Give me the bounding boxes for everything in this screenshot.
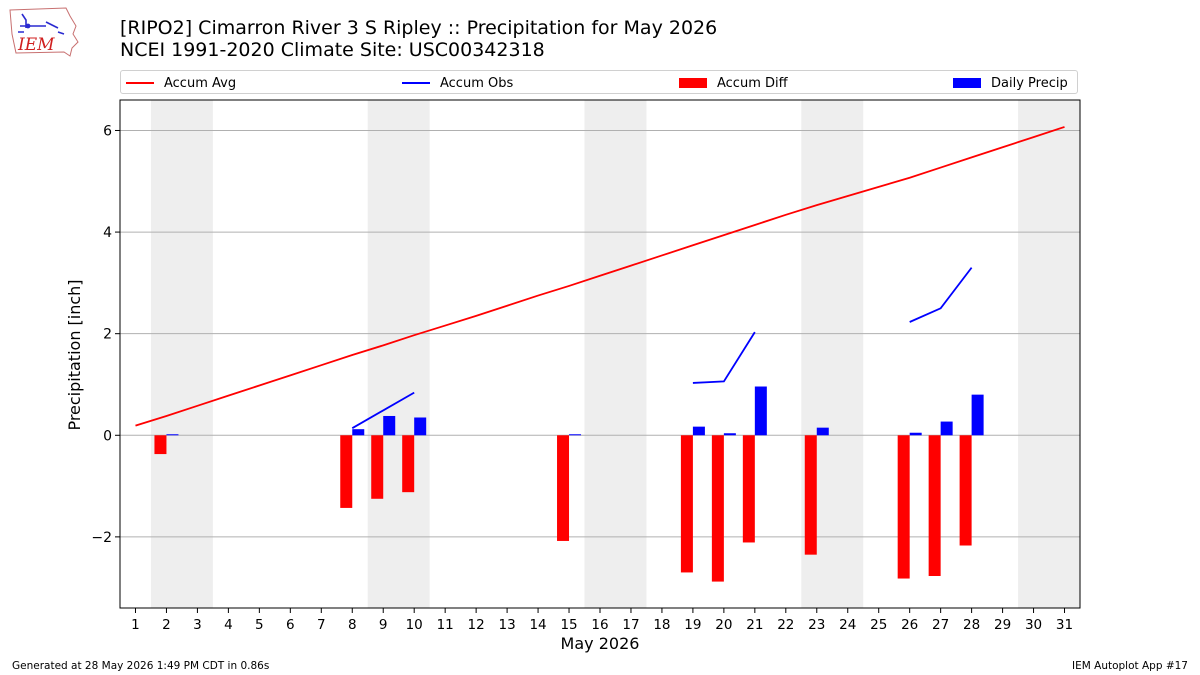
x-tick-label: 4: [224, 617, 233, 633]
x-tick-label: 5: [255, 617, 264, 633]
bar-daily-precip: [971, 394, 984, 436]
chart-subtitle: NCEI 1991-2020 Climate Site: USC00342318: [120, 39, 545, 61]
legend-label: Accum Diff: [717, 75, 788, 91]
bar-daily-precip: [166, 434, 179, 436]
x-tick-label: 16: [591, 617, 608, 633]
y-tick-label: 4: [103, 225, 112, 241]
x-tick-label: 23: [808, 617, 825, 633]
weekend-band: [584, 100, 647, 608]
bar-daily-precip: [352, 429, 365, 436]
line-accum-obs: [909, 267, 973, 323]
line-accum-obs: [692, 331, 756, 384]
bar-accum-diff: [742, 435, 755, 543]
bar-accum-diff: [371, 435, 384, 499]
legend-swatch: [953, 78, 981, 88]
bar-accum-diff: [928, 435, 941, 576]
line-accum-obs: [351, 391, 415, 429]
legend-swatch: [126, 82, 154, 84]
bar-daily-precip: [723, 433, 736, 436]
logo-text: IEM: [17, 35, 55, 55]
legend-label: Accum Avg: [164, 75, 237, 91]
x-tick-label: 19: [684, 617, 701, 633]
x-tick-label: 3: [193, 617, 202, 633]
y-tick-label: −2: [91, 530, 112, 546]
x-tick-label: 29: [994, 617, 1011, 633]
bar-accum-diff: [804, 435, 817, 555]
legend-item-accum-avg: Accum Avg: [126, 74, 236, 92]
x-tick-label: 21: [746, 617, 763, 633]
x-tick-label: 17: [622, 617, 639, 633]
bar-accum-diff: [154, 435, 167, 455]
x-tick-label: 20: [715, 617, 732, 633]
line-accum-avg: [135, 126, 1065, 427]
x-tick-label: 24: [839, 617, 856, 633]
x-tick-label: 10: [406, 617, 423, 633]
weekend-band: [150, 100, 213, 608]
bar-daily-precip: [816, 427, 829, 436]
x-tick-label: 31: [1056, 617, 1073, 633]
bar-accum-diff: [711, 435, 724, 582]
y-axis-label: Precipitation [inch]: [65, 279, 84, 430]
y-tick-label: 6: [103, 123, 112, 139]
x-tick-label: 28: [963, 617, 980, 633]
bar-daily-precip: [692, 426, 705, 436]
legend-swatch: [402, 82, 430, 84]
legend-label: Daily Precip: [991, 75, 1068, 91]
bar-daily-precip: [414, 417, 427, 436]
bar-daily-precip: [940, 421, 953, 436]
x-tick-label: 7: [317, 617, 326, 633]
x-axis-label: May 2026: [561, 634, 640, 653]
x-tick-label: 11: [437, 617, 454, 633]
bar-daily-precip: [383, 415, 396, 436]
x-tick-label: 2: [162, 617, 171, 633]
bar-accum-diff: [680, 435, 693, 573]
x-tick-label: 13: [499, 617, 516, 633]
bar-daily-precip: [909, 432, 922, 436]
bar-accum-diff: [557, 435, 570, 541]
x-tick-label: 15: [560, 617, 577, 633]
bar-accum-diff: [402, 435, 415, 493]
chart-title: [RIPO2] Cimarron River 3 S Ripley :: Pre…: [120, 17, 718, 39]
x-tick-label: 25: [870, 617, 887, 633]
bar-accum-diff: [340, 435, 353, 508]
chart-legend: Accum Avg Accum Obs Accum Diff Daily Pre…: [120, 70, 1078, 94]
x-tick-label: 8: [348, 617, 357, 633]
legend-label: Accum Obs: [440, 75, 514, 91]
x-tick-label: 18: [653, 617, 670, 633]
x-tick-label: 6: [286, 617, 295, 633]
weekend-band: [1018, 100, 1080, 608]
x-tick-label: 1: [131, 617, 140, 633]
legend-item-daily-precip: Daily Precip: [953, 74, 1068, 92]
x-tick-label: 14: [529, 617, 546, 633]
bar-daily-precip: [754, 386, 767, 436]
x-tick-label: 26: [901, 617, 918, 633]
footer-generated: Generated at 28 May 2026 1:49 PM CDT in …: [12, 660, 270, 672]
x-tick-label: 30: [1025, 617, 1042, 633]
bar-accum-diff: [897, 435, 910, 579]
footer-app: IEM Autoplot App #17: [1072, 660, 1188, 672]
x-tick-label: 22: [777, 617, 794, 633]
legend-swatch: [679, 78, 707, 88]
bar-accum-diff: [959, 435, 972, 546]
legend-item-accum-diff: Accum Diff: [679, 74, 788, 92]
y-tick-label: 0: [103, 428, 112, 444]
legend-item-accum-obs: Accum Obs: [402, 74, 513, 92]
bar-daily-precip: [569, 434, 582, 436]
iem-logo: IEM: [9, 7, 79, 57]
y-tick-label: 2: [103, 327, 112, 343]
x-tick-label: 9: [379, 617, 388, 633]
weekend-band: [367, 100, 430, 608]
x-tick-label: 12: [468, 617, 485, 633]
x-tick-label: 27: [932, 617, 949, 633]
